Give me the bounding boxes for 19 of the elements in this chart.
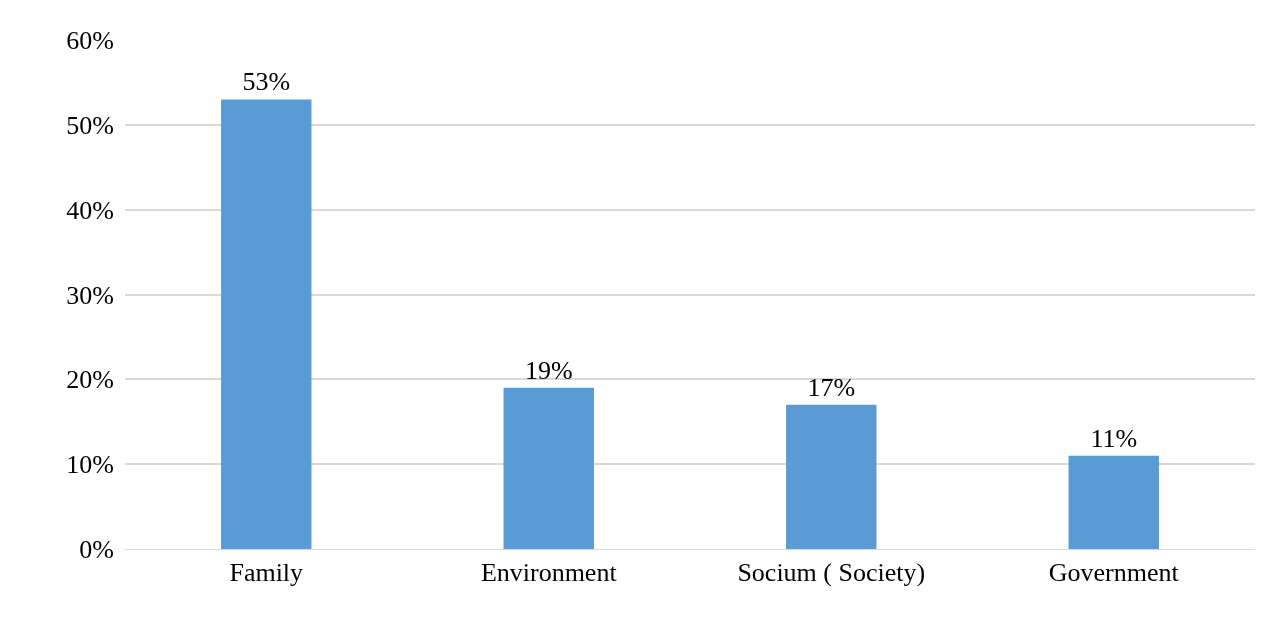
y-tick-label: 20%	[66, 365, 114, 395]
x-tick-label: Family	[229, 558, 304, 588]
bar	[221, 99, 312, 549]
y-tick-label: 30%	[66, 280, 114, 310]
bar	[786, 404, 877, 549]
x-tick-label: Government	[1048, 558, 1180, 588]
data-label: 11%	[1090, 423, 1138, 453]
data-label: 19%	[524, 355, 573, 385]
x-tick-label: Environment	[480, 558, 618, 588]
bar	[1068, 455, 1159, 549]
x-tick-label: Socium ( Society)	[737, 558, 926, 588]
y-tick-label: 40%	[66, 195, 114, 225]
y-tick-label: 0%	[79, 535, 114, 565]
bar	[503, 387, 594, 549]
data-label: 17%	[807, 372, 856, 402]
y-tick-label: 50%	[66, 110, 114, 140]
y-tick-label: 60%	[66, 26, 114, 56]
data-label: 53%	[242, 67, 291, 97]
y-tick-label: 10%	[66, 450, 114, 480]
